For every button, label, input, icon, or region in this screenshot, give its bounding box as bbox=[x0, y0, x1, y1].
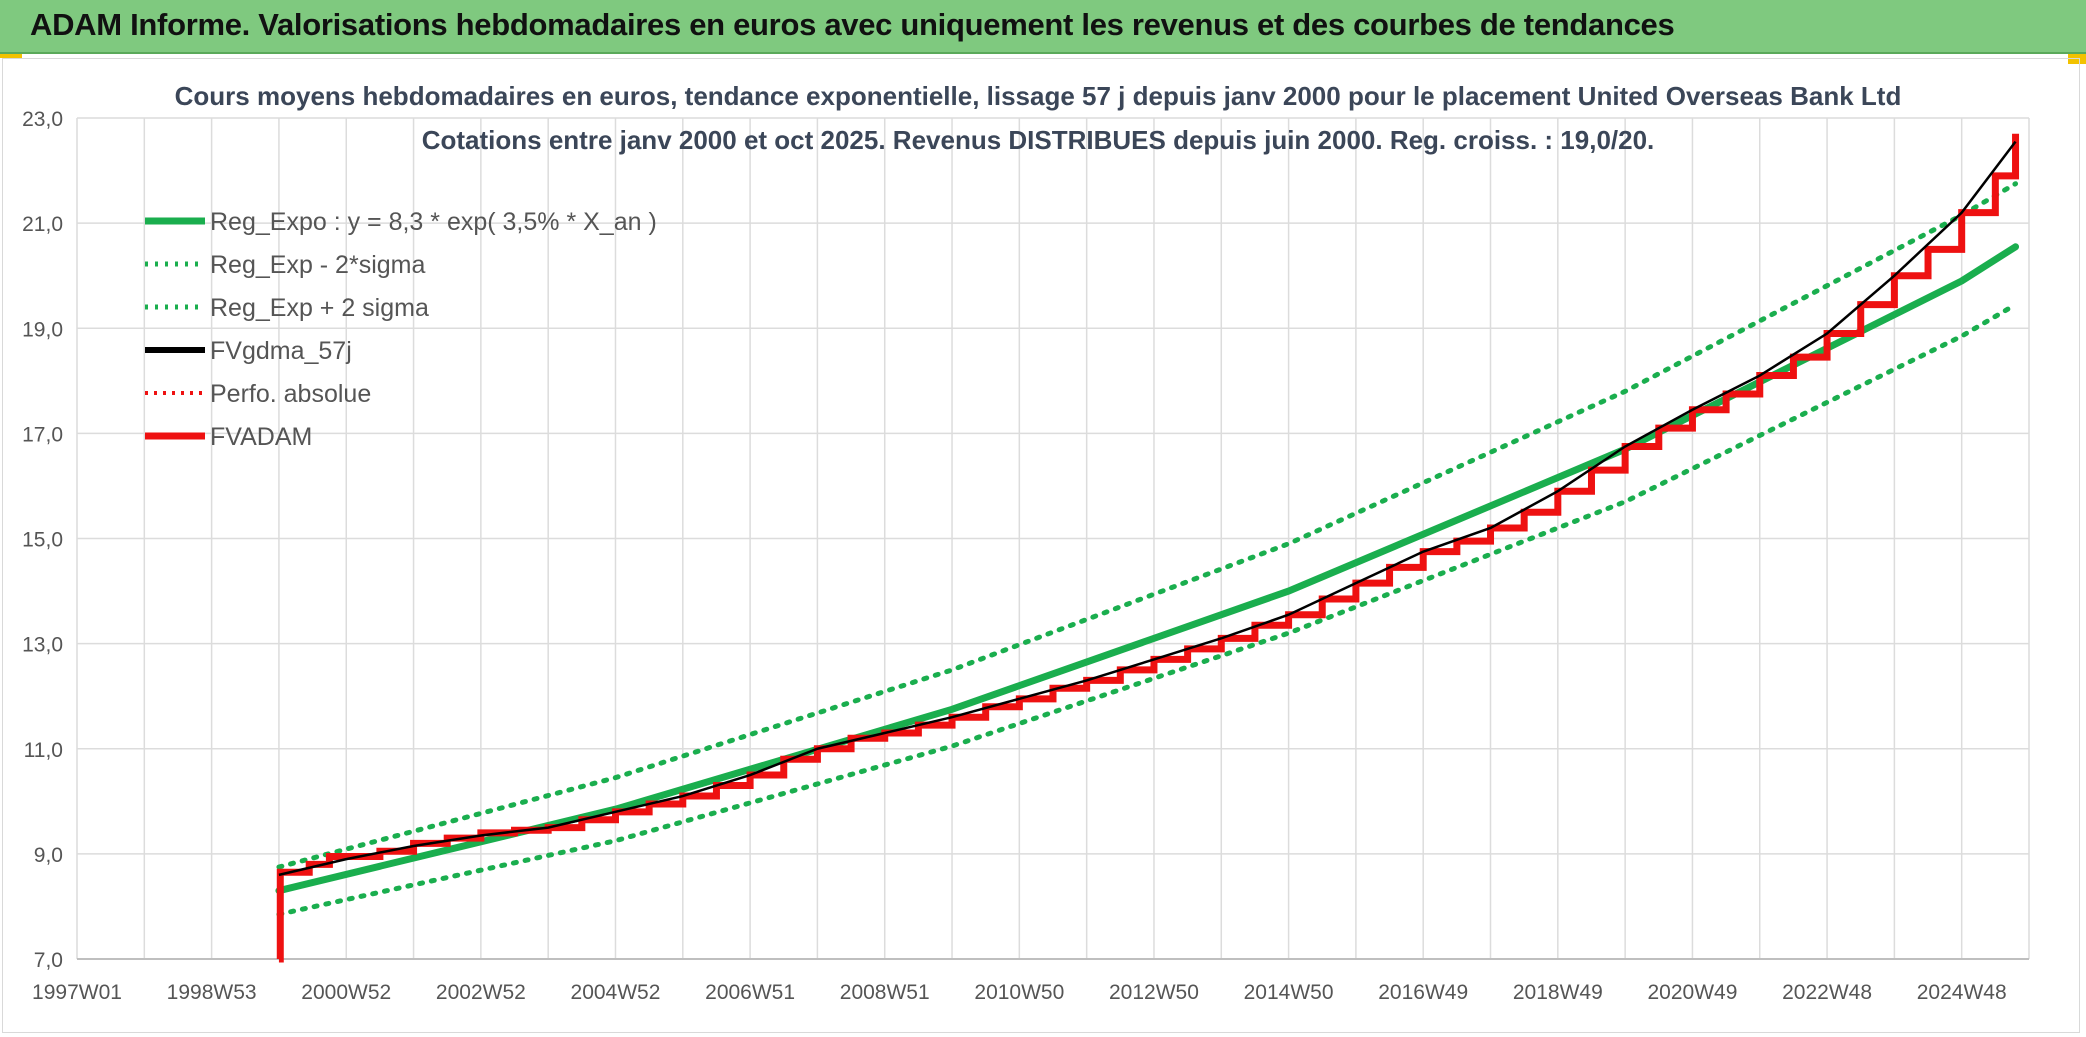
grid bbox=[76, 117, 2030, 960]
y-tick-label: 9,0 bbox=[34, 844, 63, 867]
corner-accent-left bbox=[0, 54, 22, 58]
chart-title: Cours moyens hebdomadaires en euros, ten… bbox=[175, 81, 1902, 111]
legend-label: FVADAM bbox=[210, 423, 312, 451]
chart-area: 7,0 9,0 11,0 13,0 15,0 17,0 19,0 21,0 23,0 1997W0… bbox=[2, 58, 2080, 1033]
tick-labels: 7,0 9,0 11,0 13,0 15,0 17,0 19,0 21,0 23,0 1997W0… bbox=[22, 108, 2007, 1004]
x-tick-label: 2016W49 bbox=[1378, 981, 1468, 1004]
y-tick-label: 7,0 bbox=[34, 949, 63, 972]
x-tick-label: 2024W48 bbox=[1917, 981, 2007, 1004]
y-tick-label: 21,0 bbox=[22, 213, 63, 236]
series-line-reg-minus-2sigma bbox=[276, 302, 2019, 917]
legend-label: FVgdma_57j bbox=[210, 337, 352, 365]
y-tick-label: 15,0 bbox=[22, 529, 63, 552]
series-line-fvadam bbox=[276, 133, 2020, 963]
x-tick-label: 1997W01 bbox=[32, 981, 122, 1004]
report-title: ADAM Informe. Valorisations hebdomadaire… bbox=[30, 7, 1675, 42]
legend-label: Reg_Expo : y = 8,3 * exp( 3,5% * X_an ) bbox=[210, 208, 657, 236]
x-tick-label: 2002W52 bbox=[436, 981, 526, 1004]
report-banner: ADAM Informe. Valorisations hebdomadaire… bbox=[0, 0, 2086, 54]
corner-accent-right bbox=[2068, 54, 2086, 64]
x-tick-label: 2006W51 bbox=[705, 981, 795, 1004]
legend: Reg_Expo : y = 8,3 * exp( 3,5% * X_an ) R… bbox=[145, 208, 657, 451]
x-tick-label: 2022W48 bbox=[1782, 981, 1872, 1004]
y-tick-label: 13,0 bbox=[22, 634, 63, 657]
y-tick-label: 19,0 bbox=[22, 318, 63, 341]
x-tick-label: 2020W49 bbox=[1647, 981, 1737, 1004]
x-tick-label: 2010W50 bbox=[974, 981, 1064, 1004]
y-tick-label: 11,0 bbox=[24, 739, 63, 762]
y-tick-label: 17,0 bbox=[22, 423, 63, 446]
legend-label: Reg_Exp - 2*sigma bbox=[210, 251, 425, 279]
legend-label: Perfo. absolue bbox=[210, 380, 371, 408]
x-tick-label: 2004W52 bbox=[571, 981, 661, 1004]
series-line-fvgdma bbox=[278, 140, 2017, 877]
chart-subtitle: Cotations entre janv 2000 et oct 2025. R… bbox=[422, 125, 1655, 155]
legend-label: Reg_Exp + 2 sigma bbox=[210, 294, 429, 322]
series-line-reg-plus-2sigma bbox=[276, 181, 2019, 870]
y-tick-label: 23,0 bbox=[22, 108, 63, 131]
line-chart: 7,0 9,0 11,0 13,0 15,0 17,0 19,0 21,0 23,0 1997W0… bbox=[22, 81, 2030, 1004]
x-tick-label: 2012W50 bbox=[1109, 981, 1199, 1004]
series-line-reg-expo bbox=[275, 243, 2020, 895]
x-tick-label: 1998W53 bbox=[167, 981, 257, 1004]
x-tick-label: 2008W51 bbox=[840, 981, 930, 1004]
series bbox=[275, 133, 2020, 963]
x-tick-label: 2018W49 bbox=[1513, 981, 1603, 1004]
x-tick-label: 2014W50 bbox=[1244, 981, 1334, 1004]
x-tick-label: 2000W52 bbox=[301, 981, 391, 1004]
